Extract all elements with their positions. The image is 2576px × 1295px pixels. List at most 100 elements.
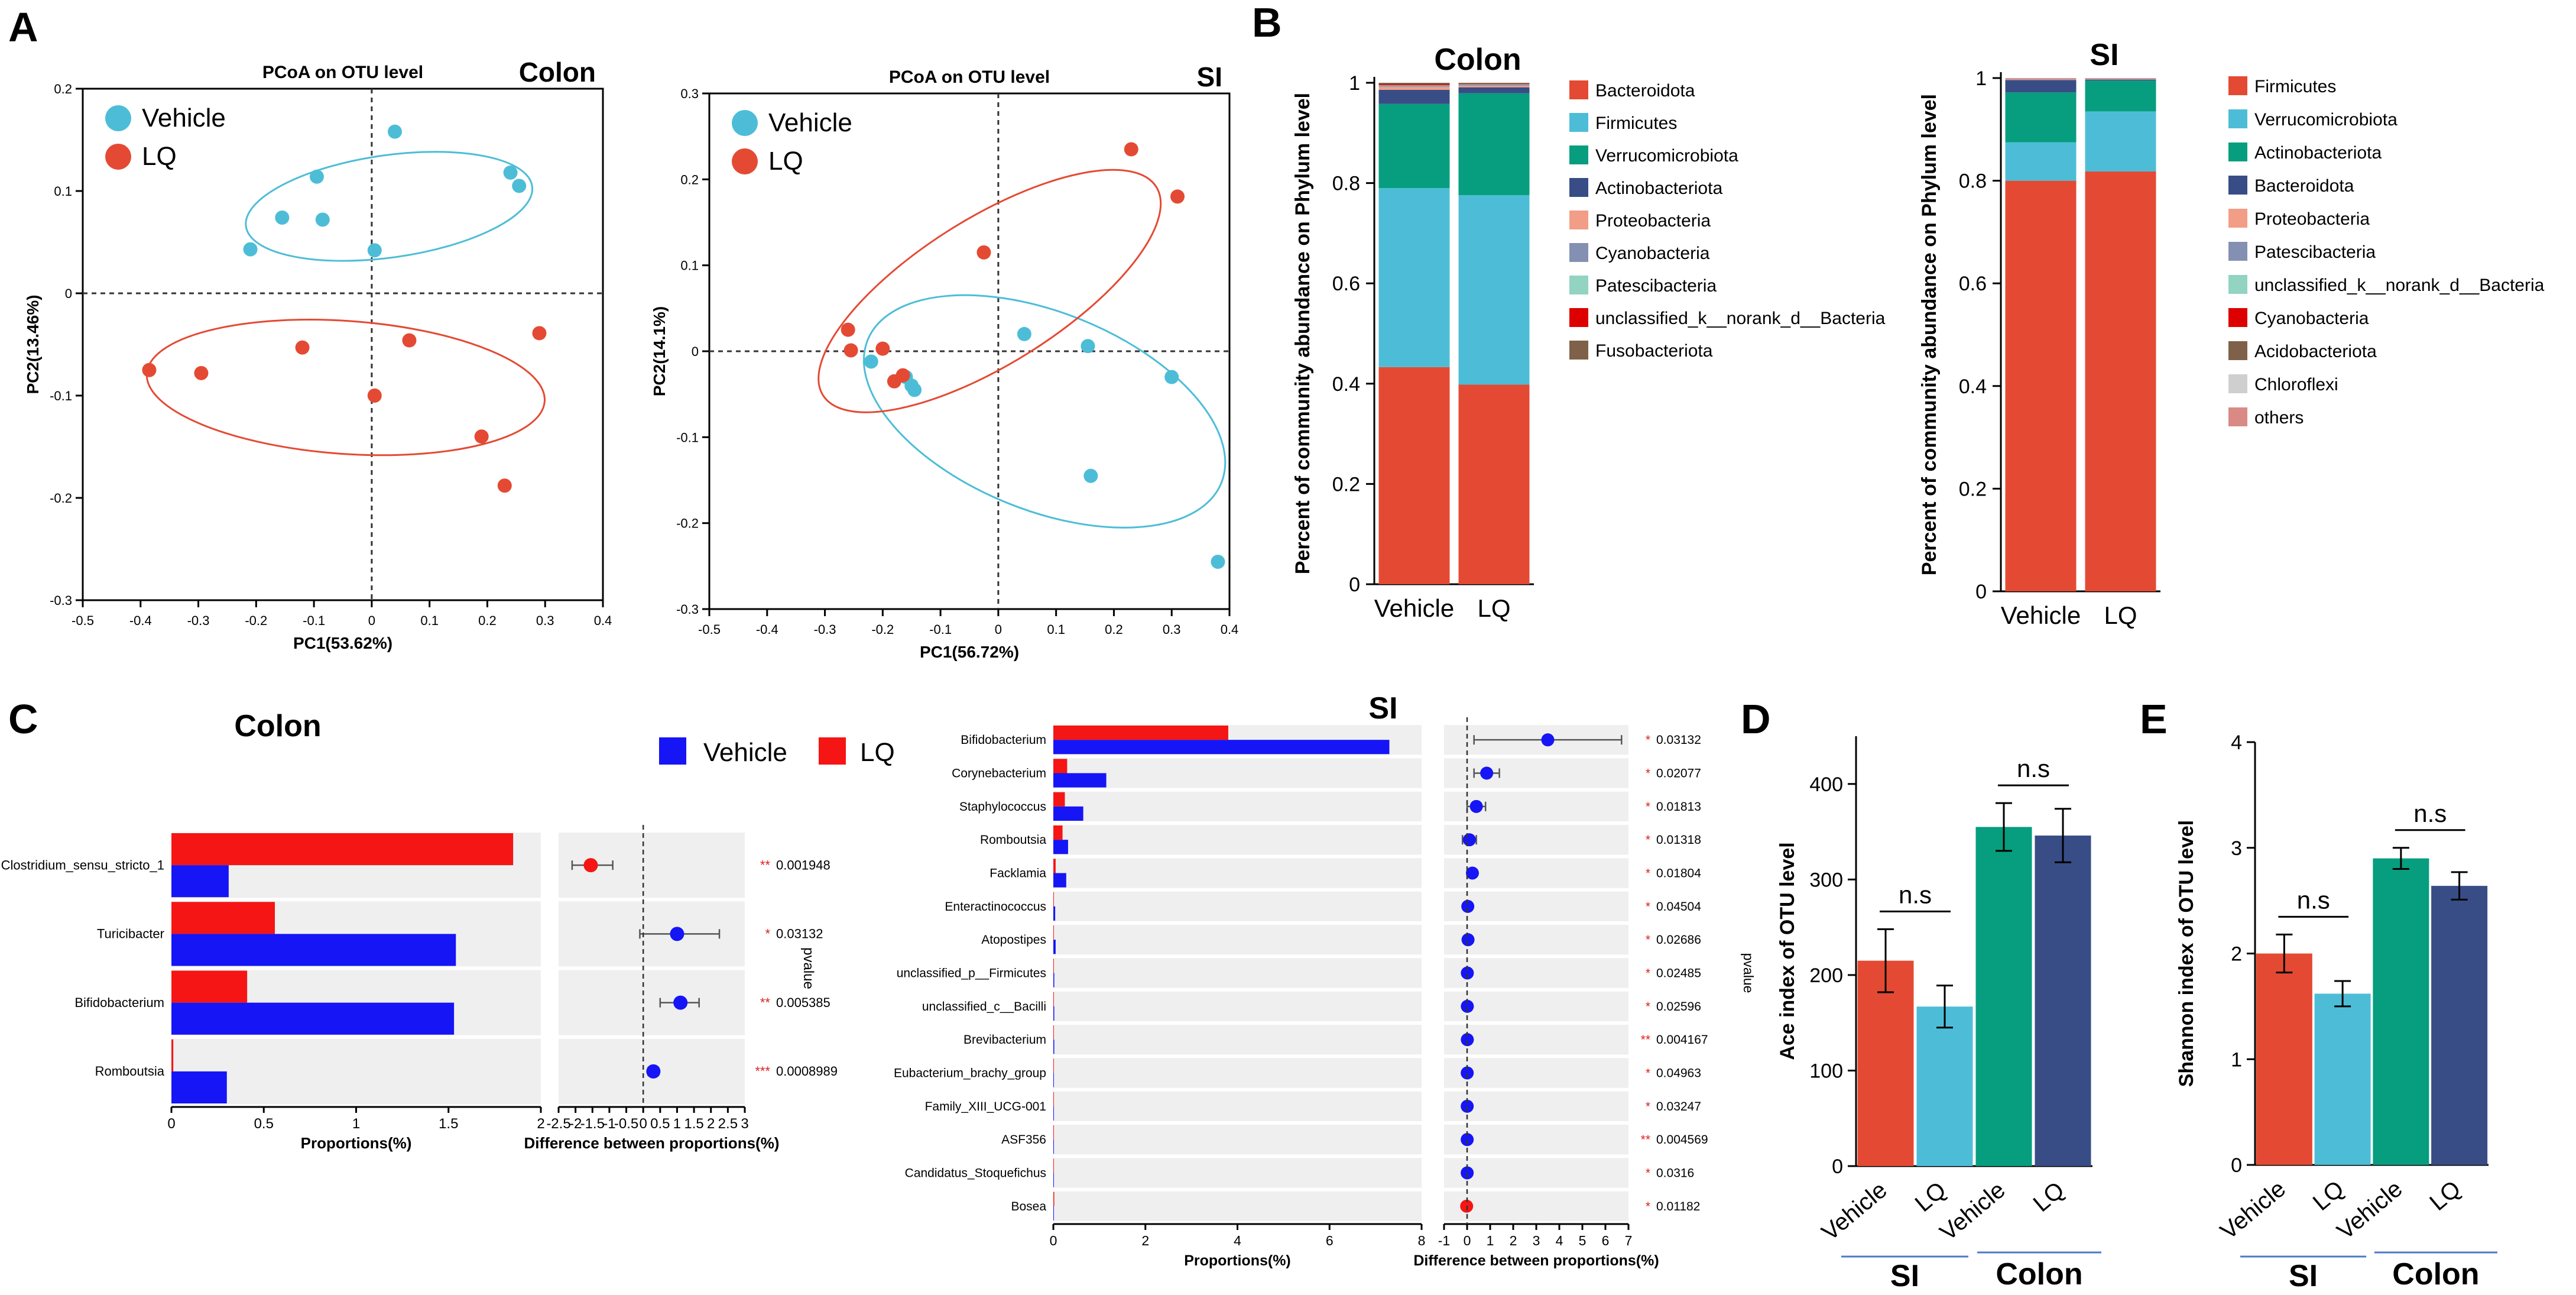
legend-label: Verrucomicrobiota <box>2254 110 2397 130</box>
bar-vehicle <box>1053 1073 1054 1087</box>
x-tick-label-diff: -0.5 <box>614 1116 638 1132</box>
ns-annotation: n.s <box>1899 880 1932 908</box>
taxon-label: Clostridium_sensu_stricto_1 <box>1 857 164 872</box>
taxon-label: Eubacterium_brachy_group <box>894 1067 1046 1080</box>
y-tick-label: -0.1 <box>676 430 699 445</box>
x-tick-label: -0.4 <box>756 622 778 637</box>
y-axis-label: Percent of community abundance on Phylum… <box>1918 94 1941 575</box>
x-tick-label: 0.4 <box>1221 622 1239 637</box>
legend-label: Firmicutes <box>2254 77 2336 96</box>
bar-vehicle <box>171 1071 227 1103</box>
diff-point <box>1461 933 1475 947</box>
y-tick-label: 2 <box>2231 943 2242 966</box>
stack-segment-actinobacteriota <box>1458 87 1530 93</box>
row-band-diff <box>1444 1125 1628 1155</box>
legend-swatch <box>1569 243 1588 262</box>
taxon-label: Candidatus_Stoquefichus <box>905 1167 1046 1180</box>
stack-segment-firmicutes <box>2005 180 2077 592</box>
legend-label: unclassified_k__norank_d__Bacteria <box>1595 309 1886 328</box>
diff-point <box>1480 766 1494 780</box>
point-lq <box>367 388 382 403</box>
bar-vehicle <box>1053 940 1056 954</box>
x-tick-label: 0.3 <box>1163 622 1181 637</box>
pvalue-text: 0.03132 <box>1656 733 1701 747</box>
y-tick-label: -0.2 <box>676 516 699 531</box>
y-tick-label: 0.1 <box>680 258 699 273</box>
x-tick-label: 6 <box>1326 1233 1334 1248</box>
bar-lq <box>1053 759 1068 773</box>
bar-vehicle <box>1053 1206 1054 1220</box>
y-tick-label: 0.4 <box>1959 375 1987 398</box>
pvalue-text: 0.03247 <box>1656 1100 1701 1113</box>
bar-lq <box>1053 1058 1054 1073</box>
taxon-label: Brevibacterium <box>963 1033 1046 1047</box>
y-tick-label: 3 <box>2231 837 2242 860</box>
category-label: Vehicle <box>1374 594 1454 622</box>
legend-marker-vehicle <box>105 105 131 131</box>
x-tick-label-diff: 1 <box>1487 1233 1494 1248</box>
point-vehicle <box>1083 468 1098 483</box>
bar-lq <box>1053 1192 1055 1206</box>
y-tick-label: 300 <box>1809 869 1843 891</box>
pvalue-text: 0.02686 <box>1656 933 1701 947</box>
legend-swatch <box>1569 178 1588 197</box>
significance-stars: * <box>1646 900 1650 914</box>
category-label: Vehicle <box>1817 1177 1892 1246</box>
stack-segment-bacteroidota <box>1458 384 1530 584</box>
stack-segment-proteobacteria <box>1378 86 1450 90</box>
point-vehicle <box>1081 339 1095 354</box>
x-tick-label: 1.5 <box>439 1116 458 1132</box>
row-band <box>1053 791 1422 821</box>
row-band <box>1053 1158 1422 1188</box>
taxon-label: Bosea <box>1011 1200 1046 1213</box>
point-lq <box>142 362 157 377</box>
y-tick-label: 0 <box>2231 1154 2242 1177</box>
legend-marker-lq <box>105 144 131 170</box>
x-tick-label-diff: 2.5 <box>718 1116 738 1132</box>
x-tick-label-diff: 0.5 <box>650 1116 670 1132</box>
legend-label-lq: LQ <box>860 738 895 767</box>
legend-swatch <box>2228 143 2247 161</box>
legend-swatch-lq <box>819 737 846 765</box>
panel-label-b: B <box>1252 0 1282 46</box>
bar-vehicle <box>1053 740 1390 755</box>
x-tick-label: -0.1 <box>303 613 325 628</box>
x-tick-label-diff: 5 <box>1579 1233 1587 1248</box>
bar-lq <box>1053 992 1054 1006</box>
diff-point <box>673 995 688 1010</box>
stack-segment-unclassified-k-norank-d-bacteria <box>1378 84 1450 86</box>
point-vehicle <box>907 383 922 397</box>
diff-point <box>1461 999 1474 1013</box>
scatter-corner-label: Colon <box>519 57 596 88</box>
stack-segment-verrucomicrobiota <box>2005 142 2077 181</box>
row-band-diff <box>1444 1091 1628 1121</box>
pvalue-text: 0.04963 <box>1656 1067 1701 1080</box>
significance-stars: * <box>1646 733 1650 747</box>
pvalue-text: 0.04504 <box>1656 900 1701 914</box>
legend-swatch <box>2228 209 2247 228</box>
stack-segment-firmicutes <box>1378 188 1450 367</box>
legend-label-lq: LQ <box>142 142 177 171</box>
x-tick-label: 8 <box>1418 1233 1426 1248</box>
legend-swatch <box>1569 341 1588 360</box>
stack-segment-verrucomicrobiota <box>1458 93 1530 195</box>
significance-stars: ** <box>1641 1033 1650 1047</box>
x-tick-label: -0.4 <box>129 613 152 628</box>
taxon-label: Romboutsia <box>980 833 1046 847</box>
y-tick-label: 0.6 <box>1332 273 1360 295</box>
y-tick-label: 0.8 <box>1332 173 1360 195</box>
legend-swatch <box>2228 176 2247 195</box>
taxon-label: Facklamia <box>989 867 1046 880</box>
y-axis-label: Ace index of OTU level <box>1776 842 1799 1060</box>
bar-vehicle <box>1053 1173 1054 1187</box>
point-lq <box>402 333 417 348</box>
pvalue-text: 0.02077 <box>1656 767 1701 781</box>
group-label-si: SI <box>1890 1259 1919 1293</box>
row-band-diff <box>1444 1058 1628 1088</box>
taxon-label: ASF356 <box>1001 1133 1046 1147</box>
legend-label: Patescibacteria <box>1595 276 1717 296</box>
pvalue-text: 0.01318 <box>1656 833 1701 847</box>
taxon-label: Bifidobacterium <box>961 733 1046 747</box>
y-tick-label: 0 <box>692 344 699 359</box>
row-band <box>1053 991 1422 1021</box>
